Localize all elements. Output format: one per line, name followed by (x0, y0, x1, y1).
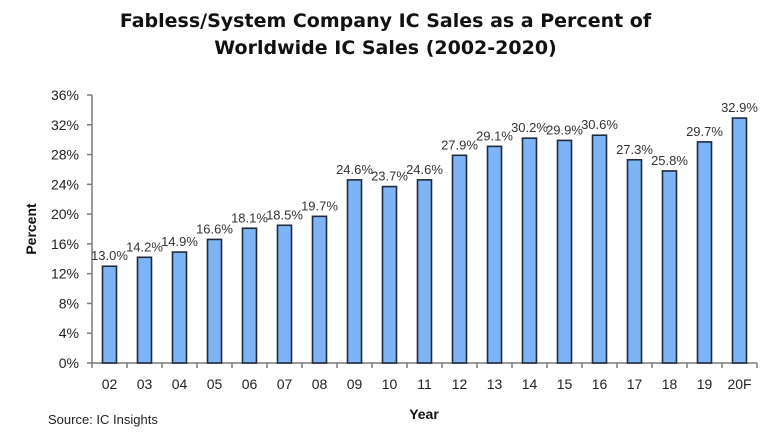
x-tick-label: 16 (592, 376, 608, 392)
chart-title-line-2: Worldwide IC Sales (2002-2020) (214, 37, 557, 59)
bar (416, 179, 433, 364)
x-tick-label: 11 (417, 376, 432, 392)
x-tick-label: 07 (277, 376, 293, 392)
y-tick-label: 4% (59, 325, 79, 341)
bar (451, 154, 468, 364)
data-label: 29.9% (546, 122, 583, 137)
x-tick-label: 12 (452, 376, 468, 392)
data-label: 29.1% (476, 128, 513, 143)
chart-title: Fabless/System Company IC Sales as a Per… (0, 8, 771, 62)
bar (521, 137, 538, 364)
data-label: 16.6% (196, 221, 233, 236)
data-label: 18.5% (266, 207, 303, 222)
bar (101, 265, 118, 364)
data-labels: 13.0%14.2%14.9%16.6%18.1%18.5%19.7% 24.6%… (91, 100, 758, 263)
bar (591, 134, 608, 364)
data-label: 29.7% (686, 124, 723, 139)
bar (241, 227, 258, 364)
data-label: 13.0% (91, 248, 128, 263)
x-tick-label: 10 (382, 376, 398, 392)
data-label: 30.2% (511, 120, 548, 135)
y-tick-label: 24% (51, 176, 79, 192)
y-tick-label: 36% (51, 87, 79, 103)
bar (626, 158, 643, 364)
y-tick-label: 32% (51, 117, 79, 133)
bar (136, 256, 153, 364)
source-note: Source: IC Insights (48, 412, 158, 427)
data-label: 30.6% (581, 117, 618, 132)
data-label: 24.6% (406, 162, 443, 177)
x-tick-label: 20F (727, 376, 751, 392)
x-tick-label: 18 (662, 376, 678, 392)
data-label: 18.1% (231, 210, 268, 225)
bar (171, 251, 188, 364)
bar (556, 139, 573, 364)
x-tick-label: 05 (207, 376, 223, 392)
x-tick-label: 09 (347, 376, 363, 392)
bar (206, 238, 223, 364)
data-label: 27.9% (441, 137, 478, 152)
x-tick-label: 03 (137, 376, 153, 392)
x-tick-label: 13 (487, 376, 503, 392)
data-label: 14.9% (161, 234, 198, 249)
bar (486, 145, 503, 364)
axes: 0% 4% 8% 12% 16% 20% 24% 28% 32% 36% 02 03 04 05 06 07 0… (51, 87, 758, 392)
y-tick-label: 0% (59, 355, 79, 371)
bar (696, 141, 713, 364)
x-axis-title: Year (409, 406, 439, 422)
bar (276, 224, 293, 364)
bar (346, 179, 363, 364)
x-tick-label: 19 (697, 376, 713, 392)
x-tick-label: 04 (172, 376, 188, 392)
chart-title-line-1: Fabless/System Company IC Sales as a Per… (119, 10, 652, 32)
y-tick-label: 12% (51, 266, 79, 282)
y-tick-label: 20% (51, 206, 79, 222)
data-label: 32.9% (721, 100, 758, 115)
y-tick-label: 28% (51, 147, 79, 163)
x-tick-label: 08 (312, 376, 328, 392)
data-label: 27.3% (616, 142, 653, 157)
y-tick-label: 16% (51, 236, 79, 252)
bars (101, 117, 748, 364)
x-tick-label: 17 (627, 376, 643, 392)
x-tick-label: 14 (522, 376, 538, 392)
x-tick-label: 06 (242, 376, 258, 392)
data-label: 23.7% (371, 169, 408, 184)
x-tick-label: 02 (102, 376, 118, 392)
data-label: 25.8% (651, 153, 688, 168)
bar (311, 215, 328, 364)
data-label: 24.6% (336, 162, 373, 177)
bar (661, 170, 678, 364)
y-tick-label: 8% (59, 295, 79, 311)
y-axis-title: Percent (23, 203, 39, 255)
data-label: 19.7% (301, 198, 338, 213)
x-tick-label: 15 (557, 376, 573, 392)
bar (381, 185, 398, 364)
data-label: 14.2% (126, 239, 163, 254)
bar (731, 117, 748, 364)
